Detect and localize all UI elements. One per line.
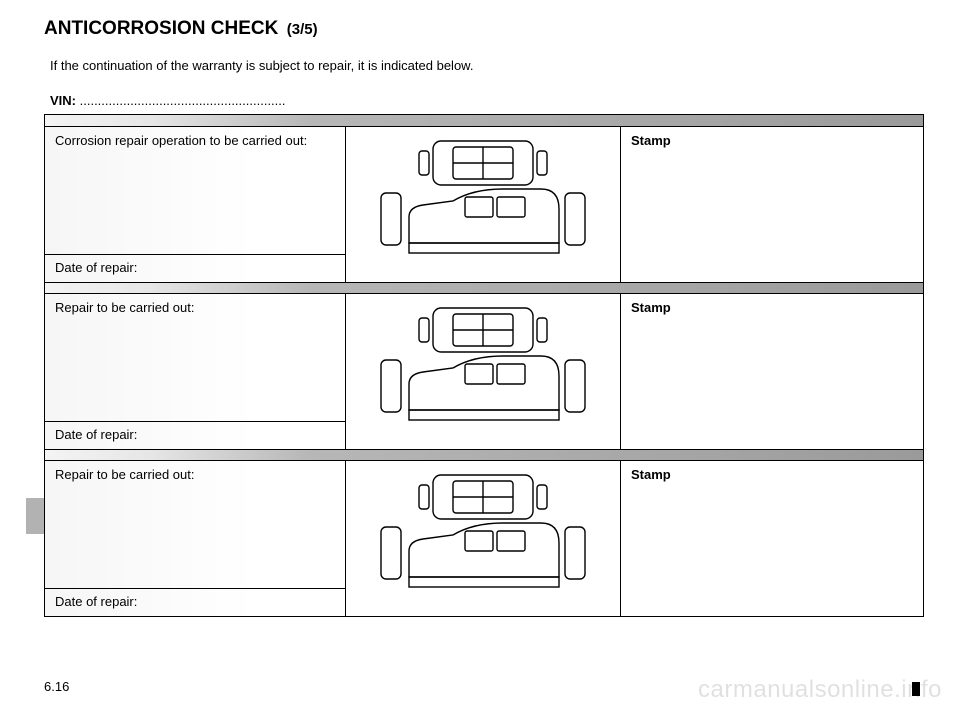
vin-row: VIN: ...................................… xyxy=(50,93,924,108)
separator-bar xyxy=(45,282,923,294)
check-block: Corrosion repair operation to be carried… xyxy=(45,127,923,282)
stamp-label: Stamp xyxy=(621,294,923,449)
car-outline-icon xyxy=(373,302,593,442)
diagram-cell xyxy=(345,127,621,282)
stamp-label: Stamp xyxy=(621,461,923,616)
check-block: Repair to be carried out: Date of repair… xyxy=(45,461,923,616)
date-label: Date of repair: xyxy=(45,254,345,282)
car-outline-icon xyxy=(373,135,593,275)
stamp-label: Stamp xyxy=(621,127,923,282)
check-block: Repair to be carried out: Date of repair… xyxy=(45,294,923,449)
manual-page: ANTICORROSION CHECK (3/5) If the continu… xyxy=(0,0,960,627)
vin-dots: ........................................… xyxy=(80,93,286,108)
diagram-cell xyxy=(345,461,621,616)
page-number: 6.16 xyxy=(44,679,69,694)
date-label: Date of repair: xyxy=(45,588,345,616)
left-column: Repair to be carried out: Date of repair… xyxy=(45,461,345,616)
title-main: ANTICORROSION CHECK xyxy=(44,18,278,39)
page-title: ANTICORROSION CHECK (3/5) xyxy=(44,18,924,40)
left-column: Corrosion repair operation to be carried… xyxy=(45,127,345,282)
separator-bar xyxy=(45,115,923,127)
diagram-cell xyxy=(345,294,621,449)
form-table: Corrosion repair operation to be carried… xyxy=(44,114,924,617)
repair-label: Corrosion repair operation to be carried… xyxy=(45,127,345,254)
date-label: Date of repair: xyxy=(45,421,345,449)
left-column: Repair to be carried out: Date of repair… xyxy=(45,294,345,449)
separator-bar xyxy=(45,449,923,461)
watermark: carmanualsonline.info xyxy=(698,676,942,704)
repair-label: Repair to be carried out: xyxy=(45,294,345,421)
intro-text: If the continuation of the warranty is s… xyxy=(50,58,924,73)
chapter-tab xyxy=(26,498,44,534)
title-sub: (3/5) xyxy=(287,21,318,38)
repair-label: Repair to be carried out: xyxy=(45,461,345,588)
car-outline-icon xyxy=(373,469,593,609)
vin-label: VIN: xyxy=(50,93,76,108)
